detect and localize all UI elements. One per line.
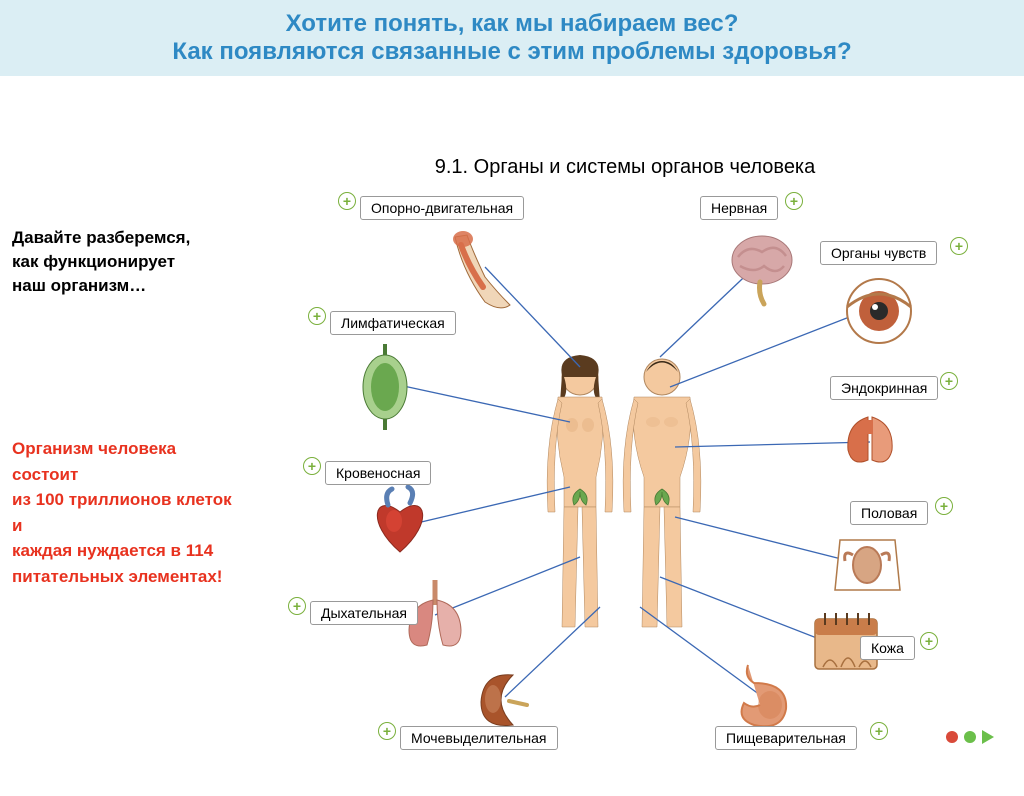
expand-icon-skin[interactable]: + (920, 632, 938, 650)
intro-l3: наш организм… (12, 274, 232, 298)
expand-icon-endocrine[interactable]: + (940, 372, 958, 390)
header-line1: Хотите понять, как мы набираем вес? (20, 10, 1004, 38)
facts-l2: из 100 триллионов клеток (12, 487, 232, 513)
expand-icon-urinary[interactable]: + (378, 722, 396, 740)
facts-l1: Организм человека состоит (12, 436, 232, 487)
expand-icon-senses[interactable]: + (950, 237, 968, 255)
content-area: Давайте разберемся, как функционирует на… (0, 76, 1024, 756)
intro-text: Давайте разберемся, как функционирует на… (12, 226, 232, 297)
page-header: Хотите понять, как мы набираем вес? Как … (0, 0, 1024, 76)
facts-l3: и (12, 513, 232, 539)
expand-icon-circulatory[interactable]: + (303, 457, 321, 475)
nav-dot-next[interactable] (964, 731, 976, 743)
slide-nav (946, 730, 994, 744)
diagram-svg (240, 187, 1010, 787)
diagram-title: 9.1. Органы и системы органов человека (240, 156, 1010, 179)
diagram-canvas: Опорно-двигательная+Лимфатическая+Кровен… (240, 187, 1010, 787)
expand-icon-nervous[interactable]: + (785, 192, 803, 210)
organ-diagram: 9.1. Органы и системы органов человека О… (240, 156, 1010, 796)
intro-l1: Давайте разберемся, (12, 226, 232, 250)
intro-l2: как функционирует (12, 250, 232, 274)
expand-icon-reproductive[interactable]: + (935, 497, 953, 515)
expand-icon-lymphatic[interactable]: + (308, 307, 326, 325)
expand-icon-musculoskeletal[interactable]: + (338, 192, 356, 210)
facts-l4: каждая нуждается в 114 питательных элеме… (12, 538, 232, 589)
expand-icon-digestive[interactable]: + (870, 722, 888, 740)
expand-icon-respiratory[interactable]: + (288, 597, 306, 615)
header-line2: Как появляются связанные с этим проблемы… (20, 38, 1004, 66)
facts-text: Организм человека состоит из 100 триллио… (12, 436, 232, 589)
nav-arrow-icon[interactable] (982, 730, 994, 744)
nav-dot-prev[interactable] (946, 731, 958, 743)
